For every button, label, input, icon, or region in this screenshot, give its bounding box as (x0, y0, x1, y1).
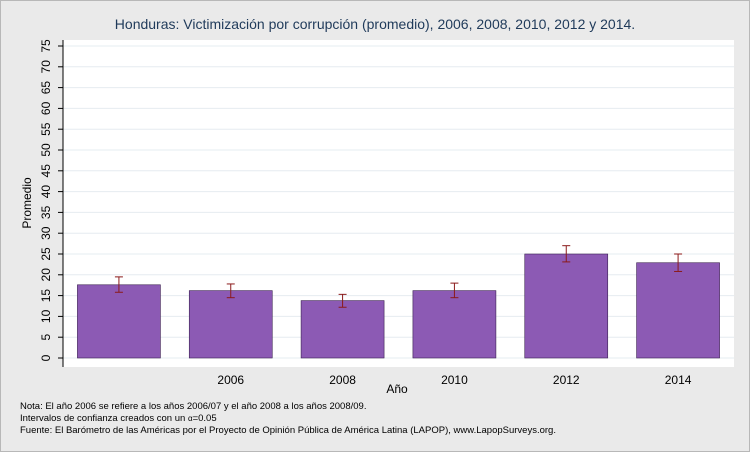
y-tick-label: 15 (39, 289, 53, 303)
y-tick-label: 50 (39, 143, 53, 157)
y-tick-label: 0 (39, 354, 53, 361)
bars (77, 253, 720, 359)
bar (300, 300, 385, 359)
plot-area (63, 40, 734, 367)
bar (524, 253, 609, 359)
bar (188, 290, 273, 359)
y-tick-label: 25 (39, 247, 53, 261)
y-tick-label: 70 (39, 60, 53, 74)
bar (636, 262, 720, 359)
y-axis-label: Promedio (20, 177, 34, 229)
y-tick-label: 55 (39, 122, 53, 136)
x-tick-label: 2014 (665, 373, 692, 387)
y-tick-label: 35 (39, 205, 53, 219)
y-tick-label: 60 (39, 101, 53, 115)
y-tick-label: 30 (39, 226, 53, 240)
alpha-symbol: α (187, 414, 193, 423)
y-axis-ticks: 0 5 10 15 20 25 30 35 40 45 50 55 60 65 70 75 (39, 39, 63, 361)
note-line-2-prefix: Intervalos de confianza creados con un (20, 413, 188, 424)
note-line-2: Intervalos de confianza creados con un α… (20, 413, 556, 425)
error-bars (114, 245, 683, 308)
y-tick-label: 65 (39, 81, 53, 95)
bar (412, 290, 497, 359)
y-tick-label: 45 (39, 164, 53, 178)
note-line-2-suffix: =0.05 (192, 413, 217, 424)
y-tick-label: 40 (39, 185, 53, 199)
gridlines (63, 45, 734, 359)
x-tick-label: 2008 (329, 373, 356, 387)
x-tick-label: 2006 (217, 373, 244, 387)
chart-notes: Nota: El año 2006 se refiere a los años … (20, 401, 556, 437)
note-line-3: Fuente: El Barómetro de las Américas por… (20, 425, 556, 436)
y-tick-label: 10 (39, 309, 53, 323)
y-tick-label: 5 (39, 334, 53, 341)
x-axis-ticks: 2006 2008 2010 2012 2014 (217, 373, 691, 387)
x-axis-label: Año (386, 382, 408, 396)
y-tick-label: 20 (39, 268, 53, 282)
y-tick-label: 75 (39, 39, 53, 53)
bar (77, 284, 161, 359)
note-line-1: Nota: El año 2006 se refiere a los años … (20, 401, 367, 412)
x-tick-label: 2010 (441, 373, 468, 387)
x-tick-label: 2012 (553, 373, 580, 387)
chart-title: Honduras: Victimización por corrupción (… (114, 16, 636, 32)
